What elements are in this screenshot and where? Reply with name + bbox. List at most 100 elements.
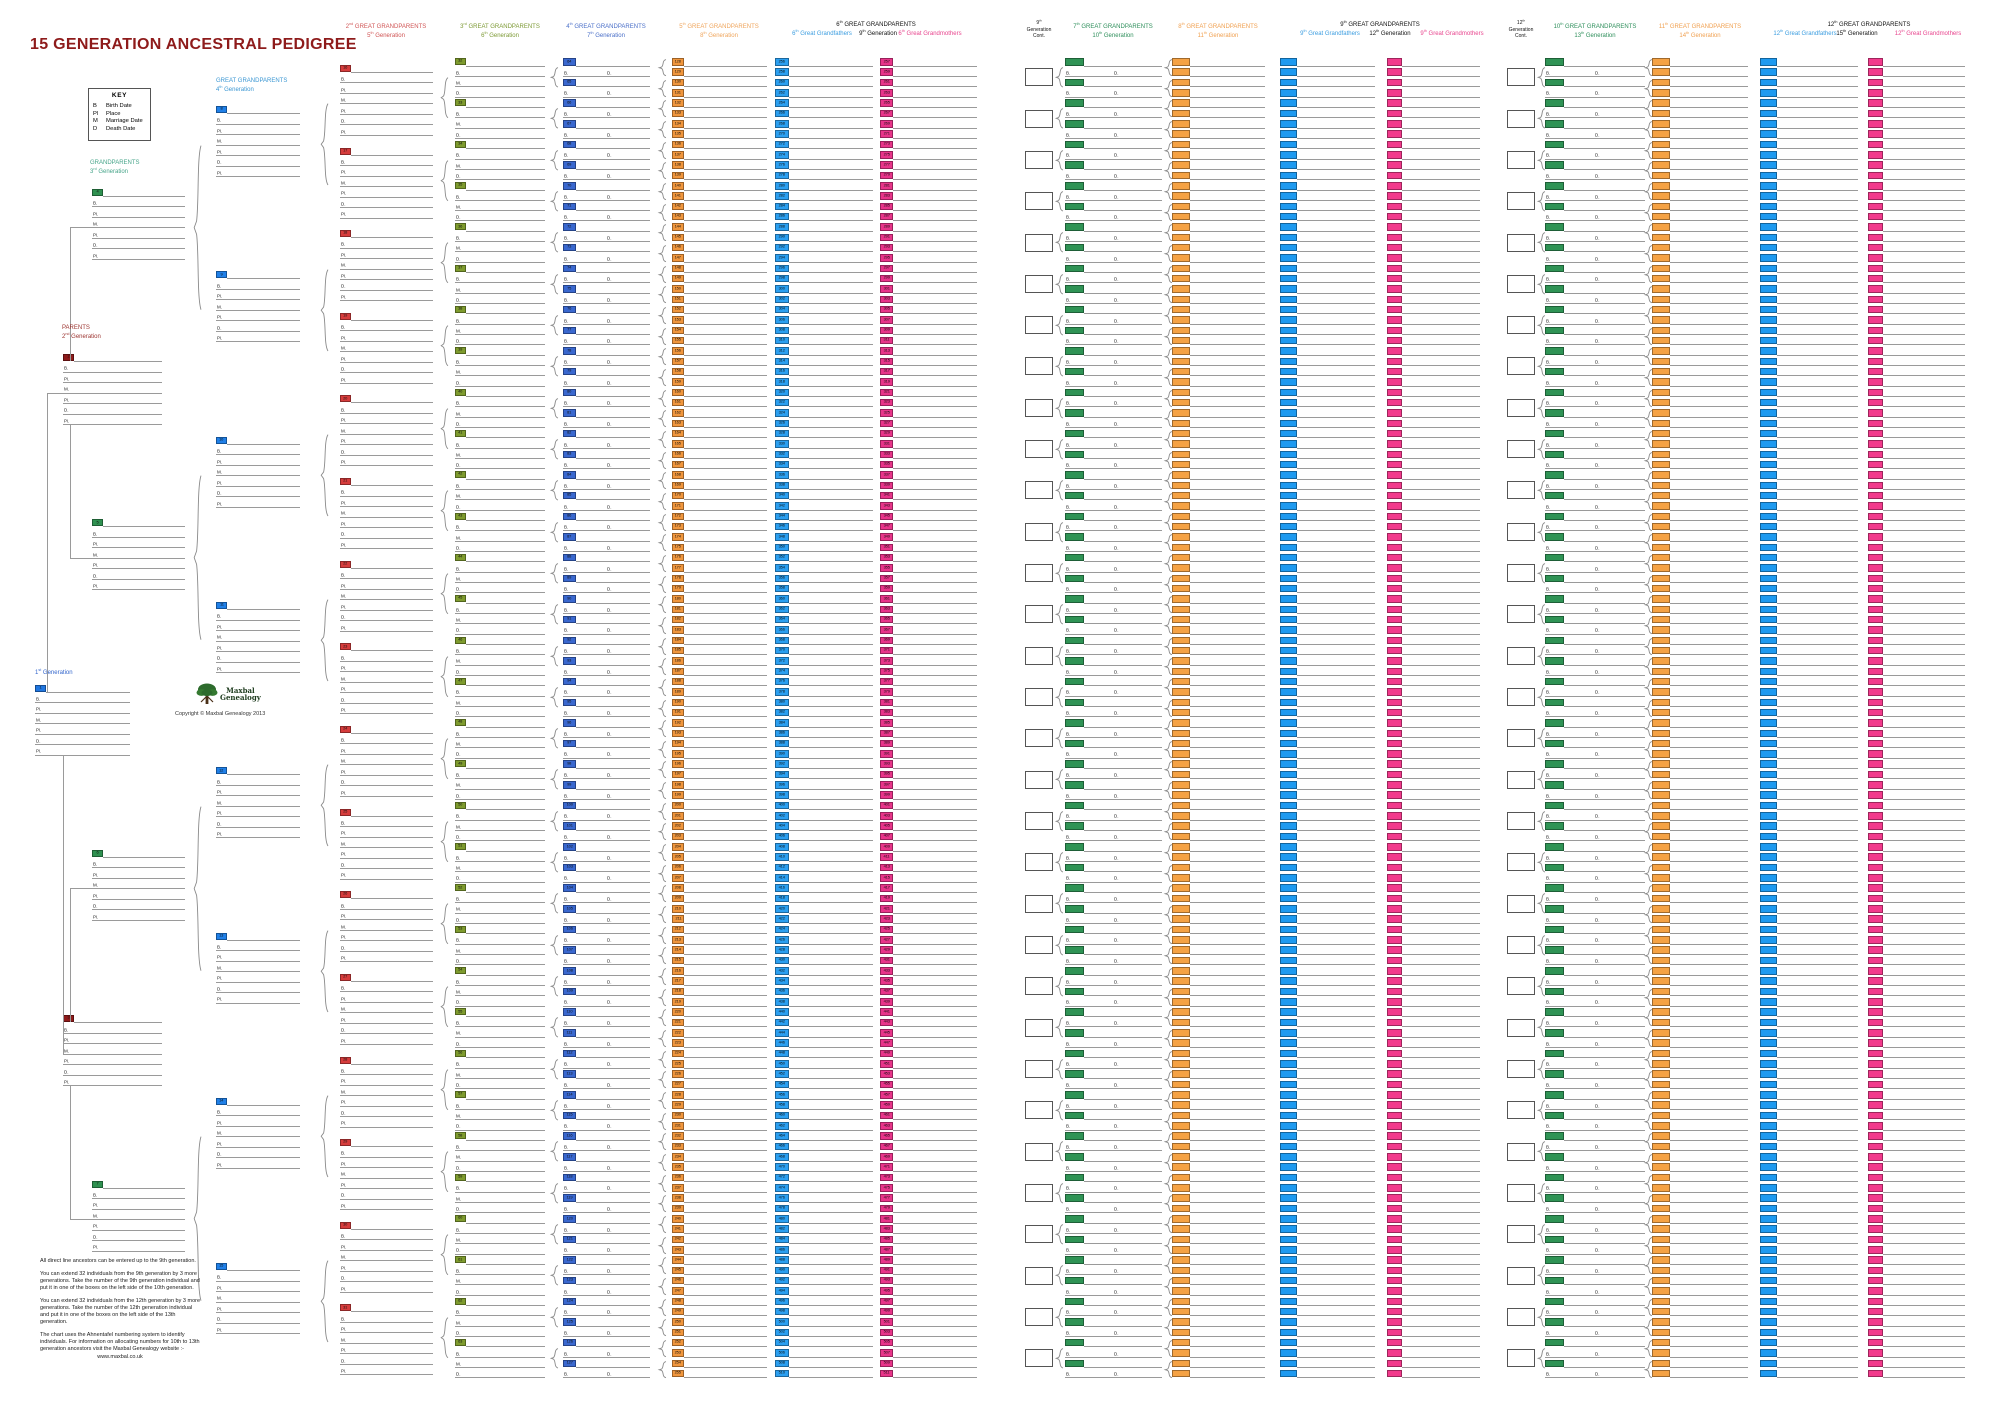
ancestor-box <box>1545 1235 1564 1244</box>
entry-line <box>1883 1263 1965 1265</box>
entry-line <box>789 902 873 904</box>
person-box-205: 205 <box>672 853 684 861</box>
entry-line <box>340 454 433 456</box>
field-label: M. <box>456 329 462 334</box>
entry-line <box>1777 695 1858 697</box>
entry-line <box>789 644 873 645</box>
entry-line <box>1777 354 1858 356</box>
pair-brace <box>1643 348 1653 366</box>
entry-line <box>684 1170 767 1172</box>
entry-line <box>340 630 433 632</box>
entry-line <box>1777 809 1858 811</box>
entry-line <box>1670 571 1748 573</box>
field-label: B. <box>217 780 222 785</box>
person-box-399: 399 <box>880 791 893 799</box>
person-box-439: 439 <box>880 998 893 1006</box>
ancestor-box <box>1652 1194 1670 1202</box>
entry-line <box>1297 995 1375 997</box>
entry-line <box>1670 261 1748 263</box>
entry-line <box>340 588 433 590</box>
entry-line <box>1297 902 1375 904</box>
person-box-438: 438 <box>775 998 789 1006</box>
entry-line <box>1190 829 1265 831</box>
pair-brace <box>1643 431 1653 449</box>
person-box-297: 297 <box>880 264 893 273</box>
pair-brace <box>1536 397 1546 419</box>
field-label: D. <box>1113 463 1119 469</box>
person-box-368: 368 <box>775 636 789 644</box>
entry-line <box>1084 189 1162 191</box>
field-label: B. <box>456 1228 461 1233</box>
entry-line <box>684 199 767 201</box>
person-box-11: 11 <box>216 602 227 609</box>
entry-line <box>1297 1098 1375 1100</box>
pair-brace <box>1054 893 1064 914</box>
pair-brace <box>549 1058 559 1080</box>
field-label: D. <box>1113 71 1119 76</box>
entry-line <box>455 1108 545 1110</box>
entry-line <box>563 468 650 470</box>
pair-brace <box>1163 554 1173 572</box>
ancestor-box <box>1868 605 1883 613</box>
pair-brace <box>1643 1154 1653 1172</box>
field-label: B. <box>564 1352 569 1357</box>
entry-line <box>893 1356 977 1358</box>
entry-line <box>789 1232 873 1234</box>
field-label: D. <box>1113 773 1119 779</box>
entry-line <box>1297 912 1375 914</box>
ancestor-box <box>1760 1328 1777 1337</box>
entry-line <box>1084 1367 1162 1369</box>
entry-line <box>1883 86 1965 88</box>
field-label: Pl. <box>217 646 223 651</box>
ancestor-box <box>1387 388 1402 397</box>
ancestor-box <box>1280 698 1297 706</box>
ancestor-box <box>1868 553 1883 562</box>
column-header: Generation <box>1026 26 1052 33</box>
entry-line <box>563 489 650 490</box>
field-label: D. <box>341 1276 346 1282</box>
field-label: B. <box>1546 298 1551 303</box>
ancestor-box <box>1652 1132 1670 1140</box>
person-box-20: 20 <box>340 395 351 403</box>
entry-line <box>1297 75 1375 77</box>
entry-line <box>1670 1232 1748 1234</box>
ancestor-box <box>1387 1318 1402 1326</box>
entry-line <box>455 1274 545 1276</box>
field-label: Pl. <box>341 666 347 672</box>
field-label: D. <box>456 835 461 841</box>
entry-line <box>563 117 650 119</box>
footnote-paragraph: You can extend 32 individuals from the 1… <box>40 1298 201 1325</box>
entry-line <box>1297 334 1375 336</box>
ancestor-box <box>1280 1338 1297 1347</box>
entry-line <box>340 495 433 497</box>
ancestor-box <box>1387 1287 1402 1295</box>
entry-line <box>1297 1367 1375 1369</box>
person-box-187: 187 <box>672 667 684 675</box>
field-label: D. <box>606 752 612 758</box>
ancestor-box <box>1760 967 1777 975</box>
pair-brace <box>1536 769 1546 790</box>
entry-line <box>1777 1139 1858 1141</box>
entry-line <box>576 251 650 253</box>
entry-line <box>1545 1005 1645 1007</box>
field-label: B. <box>341 904 346 909</box>
field-label: Pl. <box>341 1287 347 1292</box>
field-label: M. <box>456 618 462 624</box>
entry-line <box>1545 96 1645 98</box>
column-header: 8th Generation <box>700 30 738 39</box>
entry-line <box>92 589 185 591</box>
entry-line <box>576 272 650 274</box>
field-label: D. <box>1113 298 1119 303</box>
entry-line <box>789 1346 873 1348</box>
entry-line <box>684 1057 767 1059</box>
ancestor-box <box>1280 1318 1297 1326</box>
entry-line <box>789 943 873 945</box>
field-label: B. <box>456 1186 461 1192</box>
person-box-262: 262 <box>775 89 789 97</box>
entry-line <box>563 199 650 201</box>
ancestor-box <box>1868 688 1883 696</box>
person-box-139: 139 <box>672 171 684 180</box>
field-label: Pl. <box>341 1183 347 1188</box>
entry-line <box>340 1321 433 1323</box>
ancestor-box <box>1387 429 1402 438</box>
